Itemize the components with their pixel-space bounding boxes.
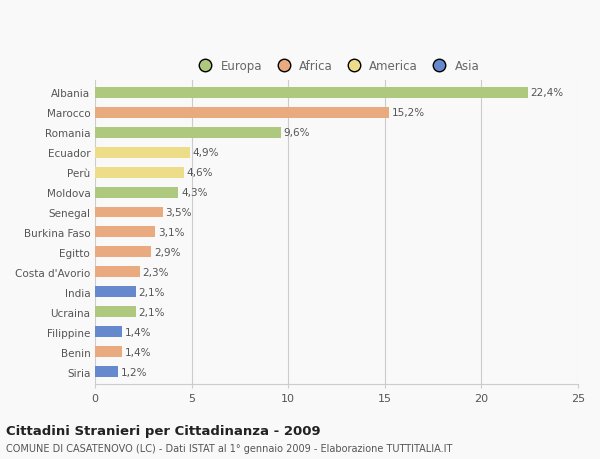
Bar xyxy=(95,147,190,158)
Text: 9,6%: 9,6% xyxy=(283,128,310,138)
Legend: Europa, Africa, America, Asia: Europa, Africa, America, Asia xyxy=(190,57,483,77)
Text: 1,2%: 1,2% xyxy=(121,367,148,377)
Text: COMUNE DI CASATENOVO (LC) - Dati ISTAT al 1° gennaio 2009 - Elaborazione TUTTITA: COMUNE DI CASATENOVO (LC) - Dati ISTAT a… xyxy=(6,443,452,453)
Text: 3,1%: 3,1% xyxy=(158,228,184,237)
Text: 1,4%: 1,4% xyxy=(125,327,152,337)
Text: 2,9%: 2,9% xyxy=(154,247,181,257)
Text: 2,1%: 2,1% xyxy=(139,287,165,297)
Bar xyxy=(95,107,389,118)
Text: 4,9%: 4,9% xyxy=(193,148,219,158)
Bar xyxy=(95,326,122,337)
Text: 2,1%: 2,1% xyxy=(139,307,165,317)
Text: 3,5%: 3,5% xyxy=(166,207,192,218)
Text: Cittadini Stranieri per Cittadinanza - 2009: Cittadini Stranieri per Cittadinanza - 2… xyxy=(6,424,320,437)
Bar xyxy=(95,247,151,258)
Text: 4,3%: 4,3% xyxy=(181,188,208,198)
Bar xyxy=(95,128,281,138)
Text: 15,2%: 15,2% xyxy=(392,108,425,118)
Bar xyxy=(95,267,140,278)
Bar xyxy=(95,88,528,99)
Bar xyxy=(95,227,155,238)
Bar xyxy=(95,366,118,377)
Text: 22,4%: 22,4% xyxy=(530,88,564,98)
Bar xyxy=(95,287,136,297)
Bar xyxy=(95,347,122,358)
Bar xyxy=(95,187,178,198)
Bar xyxy=(95,207,163,218)
Text: 4,6%: 4,6% xyxy=(187,168,214,178)
Text: 2,3%: 2,3% xyxy=(142,267,169,277)
Bar xyxy=(95,307,136,318)
Bar xyxy=(95,167,184,178)
Text: 1,4%: 1,4% xyxy=(125,347,152,357)
